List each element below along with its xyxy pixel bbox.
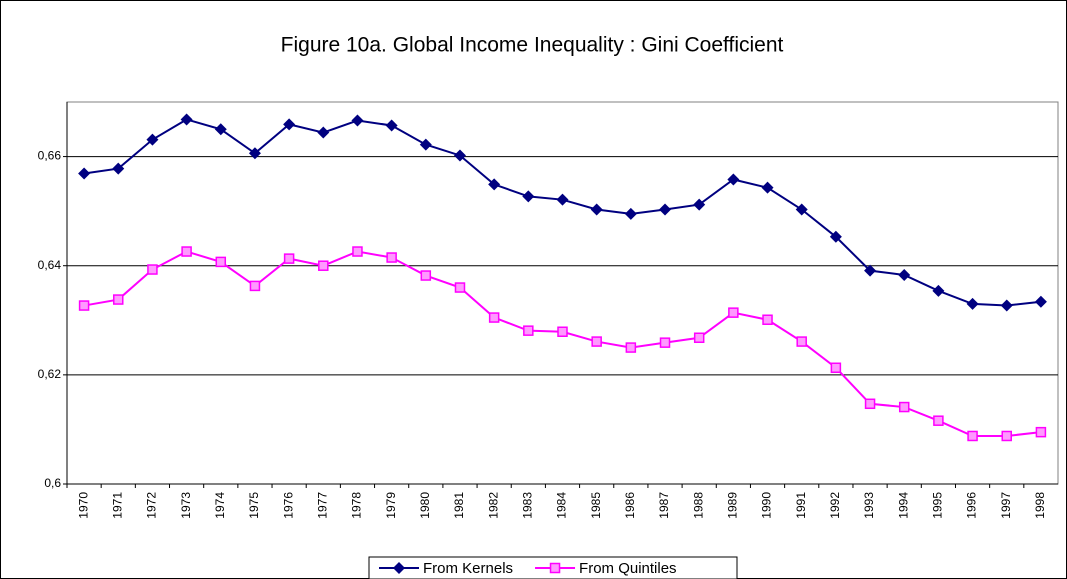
data-point <box>249 280 261 292</box>
plot-area <box>66 101 1059 485</box>
data-point <box>351 114 364 127</box>
data-point <box>933 415 944 426</box>
data-point <box>796 336 807 347</box>
data-point <box>727 173 740 186</box>
data-point <box>761 181 774 194</box>
x-tick-label: 1979 <box>384 492 398 519</box>
legend-label: From Kernels <box>423 560 513 577</box>
x-tick-label: 1976 <box>281 492 295 519</box>
x-tick-label: 1971 <box>110 492 124 519</box>
y-tick-label: 0,64 <box>38 258 62 272</box>
x-tick-label: 1997 <box>999 492 1013 519</box>
x-tick-label: 1991 <box>794 492 808 519</box>
data-point <box>523 325 534 336</box>
data-point <box>386 252 397 263</box>
x-tick-label: 1980 <box>418 492 432 519</box>
x-tick-label: 1984 <box>555 492 569 519</box>
data-point <box>522 190 535 203</box>
data-point <box>591 336 602 347</box>
legend-label: From Quintiles <box>579 560 677 577</box>
data-point <box>317 126 330 139</box>
data-point <box>966 297 979 310</box>
data-point <box>1035 426 1047 438</box>
x-tick-label: 1981 <box>452 492 466 519</box>
data-point <box>283 253 295 264</box>
data-point <box>557 326 568 337</box>
data-point <box>762 314 773 325</box>
data-point <box>180 113 193 126</box>
x-tick-label: 1985 <box>589 492 603 519</box>
legend-marker <box>393 562 405 574</box>
x-tick-label: 1975 <box>247 492 261 519</box>
data-point <box>932 284 945 297</box>
data-point <box>1000 299 1013 312</box>
chart-title: Figure 10a. Global Income Inequality : G… <box>281 34 784 57</box>
y-tick-label: 0,6 <box>44 476 61 490</box>
x-tick-label: 1970 <box>76 492 90 519</box>
x-tick-label: 1983 <box>520 492 534 519</box>
data-point <box>352 246 363 257</box>
data-point <box>898 268 911 281</box>
x-tick-label: 1982 <box>486 492 500 519</box>
data-point <box>488 178 501 191</box>
data-point <box>112 162 125 175</box>
data-point <box>181 246 192 257</box>
x-tick-label: 1998 <box>1033 492 1047 519</box>
data-point <box>454 282 466 293</box>
data-point <box>248 147 261 160</box>
data-point <box>693 198 706 211</box>
x-tick-label: 1978 <box>350 492 364 519</box>
data-point <box>967 430 978 442</box>
data-point <box>214 123 227 136</box>
data-point <box>795 203 808 216</box>
data-point <box>659 337 671 348</box>
data-point <box>864 264 877 277</box>
data-point <box>1034 295 1047 308</box>
data-point <box>556 193 569 206</box>
y-tick-label: 0,62 <box>38 367 62 381</box>
data-point <box>113 294 124 305</box>
data-point <box>420 270 432 281</box>
data-point <box>488 312 500 323</box>
x-tick-label: 1986 <box>623 492 637 519</box>
x-tick-label: 1973 <box>179 492 193 519</box>
x-tick-label: 1977 <box>315 492 329 519</box>
data-point <box>318 260 329 271</box>
data-point <box>624 207 637 220</box>
data-point <box>385 119 398 132</box>
data-point <box>728 307 739 318</box>
data-point <box>898 401 910 413</box>
data-point <box>590 203 603 216</box>
data-point <box>864 398 876 410</box>
x-tick-label: 1995 <box>931 492 945 519</box>
data-point <box>1001 430 1012 442</box>
x-tick-label: 1988 <box>691 492 705 519</box>
data-point <box>419 138 432 151</box>
x-tick-label: 1993 <box>862 492 876 519</box>
x-tick-label: 1989 <box>726 492 740 519</box>
x-tick-label: 1972 <box>145 492 159 519</box>
x-tick-label: 1992 <box>828 492 842 519</box>
data-point <box>693 332 705 343</box>
x-tick-label: 1987 <box>657 492 671 519</box>
data-point <box>625 342 637 353</box>
data-point <box>283 118 296 131</box>
data-point <box>146 133 159 146</box>
x-tick-label: 1990 <box>760 492 774 519</box>
x-tick-label: 1994 <box>896 492 910 519</box>
data-point <box>147 264 158 275</box>
y-tick-label: 0,66 <box>38 149 62 163</box>
data-point <box>830 362 842 374</box>
x-tick-label: 1974 <box>213 492 227 519</box>
data-point <box>78 167 91 180</box>
data-point <box>453 149 466 162</box>
data-point <box>215 256 227 268</box>
x-tick-label: 1996 <box>965 492 979 519</box>
legend-marker <box>549 562 561 574</box>
data-point <box>659 203 672 216</box>
data-point <box>829 230 842 243</box>
data-point <box>78 300 90 311</box>
